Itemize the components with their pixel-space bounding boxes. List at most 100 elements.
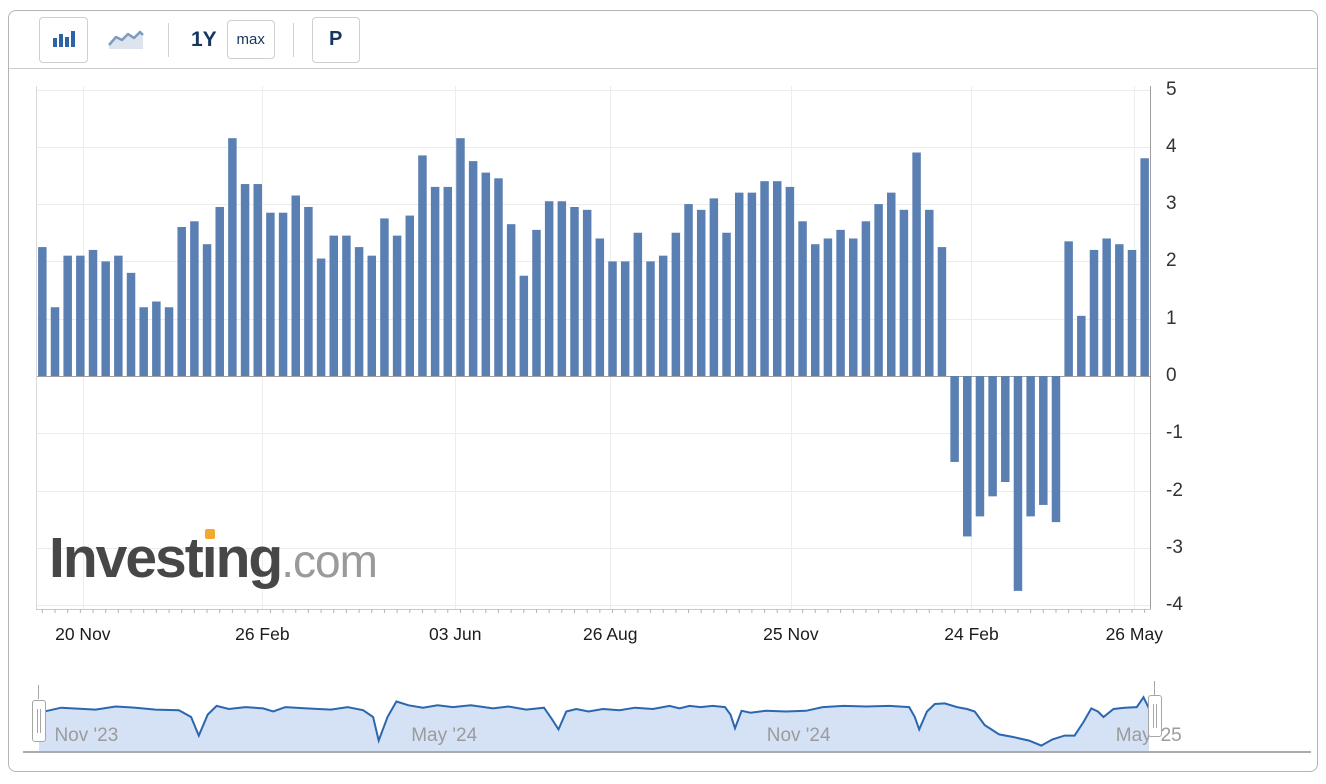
bar[interactable] [329, 235, 338, 376]
bar[interactable] [1013, 376, 1023, 591]
bar[interactable] [152, 301, 161, 376]
bar[interactable] [177, 227, 186, 376]
bar[interactable] [836, 229, 845, 376]
bar[interactable] [126, 272, 136, 376]
bar[interactable] [620, 261, 630, 376]
bar[interactable] [392, 235, 402, 376]
bar[interactable] [747, 192, 757, 376]
bar[interactable] [468, 161, 478, 377]
bar[interactable] [544, 201, 554, 376]
bar[interactable] [253, 184, 262, 376]
bar[interactable] [874, 204, 883, 376]
bar[interactable] [595, 238, 605, 376]
bar[interactable] [608, 261, 617, 376]
navigator-left-handle[interactable] [32, 700, 46, 742]
bar[interactable] [202, 244, 212, 376]
bar[interactable] [633, 232, 643, 376]
bar[interactable] [164, 307, 174, 376]
bar[interactable] [950, 376, 959, 462]
p-button[interactable]: P [311, 16, 360, 63]
bar[interactable] [278, 212, 288, 376]
bar[interactable] [494, 178, 503, 376]
bar[interactable] [557, 201, 567, 376]
period-selector[interactable]: 1Y [191, 27, 217, 51]
bar[interactable] [1115, 244, 1124, 376]
bar[interactable] [304, 206, 313, 376]
range-navigator[interactable]: Nov '23 May '24 Nov '24 May '25 [23, 681, 1311, 755]
bar[interactable] [430, 186, 440, 376]
bar[interactable] [76, 255, 85, 376]
bar-chart-type-button[interactable] [39, 16, 88, 63]
x-axis-tick-label: 20 Nov [55, 624, 111, 644]
bar[interactable] [1001, 376, 1010, 482]
bar[interactable] [291, 195, 300, 376]
bar[interactable] [646, 261, 655, 376]
bar[interactable] [1127, 249, 1137, 376]
bar[interactable] [63, 255, 72, 376]
bar[interactable] [519, 275, 529, 376]
bar[interactable] [671, 232, 681, 376]
bar[interactable] [50, 307, 60, 376]
bar[interactable] [101, 261, 110, 376]
bar[interactable] [228, 138, 237, 376]
bar[interactable] [798, 221, 807, 376]
bar[interactable] [240, 184, 250, 376]
bar[interactable] [810, 244, 820, 376]
bar[interactable] [823, 238, 833, 376]
bar[interactable] [785, 186, 795, 376]
bar[interactable] [1051, 376, 1061, 523]
chart-widget: 1Y max P 5 4 3 2 1 0 -1 -2 -3 -4 20 Nov 26 Feb 03 J… [8, 10, 1318, 772]
bar[interactable] [722, 232, 731, 376]
bar[interactable] [380, 218, 389, 376]
bar[interactable] [532, 229, 541, 376]
bar[interactable] [1077, 315, 1086, 376]
bar[interactable] [38, 247, 47, 376]
bar[interactable] [963, 376, 972, 537]
bar[interactable] [887, 192, 896, 376]
bar[interactable] [912, 152, 921, 376]
bar[interactable] [684, 204, 693, 376]
bar[interactable] [1102, 238, 1111, 376]
bar[interactable] [1064, 241, 1073, 376]
bar[interactable] [456, 138, 465, 376]
bar[interactable] [861, 221, 871, 376]
bar[interactable] [367, 255, 377, 376]
bar[interactable] [316, 258, 326, 376]
bar[interactable] [582, 209, 592, 376]
bar[interactable] [734, 192, 744, 376]
bar[interactable] [215, 206, 224, 376]
bar[interactable] [506, 224, 516, 376]
bar[interactable] [772, 181, 782, 376]
max-period-button[interactable]: max [226, 20, 275, 59]
bar[interactable] [354, 247, 364, 376]
bar[interactable] [418, 155, 427, 376]
bar[interactable] [114, 255, 123, 376]
bar[interactable] [443, 186, 453, 376]
bar[interactable] [849, 238, 858, 376]
bar[interactable] [405, 215, 415, 376]
bar[interactable] [658, 255, 668, 376]
chart-plot-area[interactable] [36, 86, 1151, 616]
bar[interactable] [937, 247, 947, 376]
bar[interactable] [139, 307, 148, 376]
bar[interactable] [342, 235, 351, 376]
bar[interactable] [975, 376, 985, 517]
bar[interactable] [88, 249, 98, 376]
bar[interactable] [570, 206, 579, 376]
bar[interactable] [1140, 158, 1149, 376]
bar[interactable] [266, 212, 275, 376]
bar[interactable] [190, 221, 199, 376]
bar[interactable] [696, 209, 706, 376]
bar-chart [36, 86, 1151, 613]
navigator-right-handle[interactable] [1148, 695, 1162, 737]
bar[interactable] [899, 209, 909, 376]
bar[interactable] [1026, 376, 1035, 517]
bar[interactable] [988, 376, 997, 497]
bar[interactable] [925, 209, 934, 376]
bar[interactable] [1039, 376, 1048, 505]
bar[interactable] [481, 172, 491, 376]
bar[interactable] [1089, 249, 1099, 376]
line-chart-type-button[interactable] [101, 17, 150, 63]
bar[interactable] [709, 198, 719, 376]
bar[interactable] [760, 181, 769, 376]
